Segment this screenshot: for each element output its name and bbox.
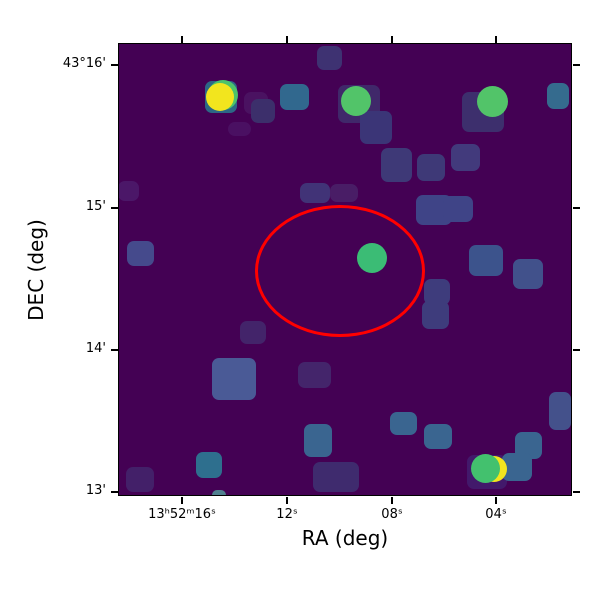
artifact-square: [422, 300, 449, 329]
artifact-square: [359, 111, 392, 144]
artifact-square: [312, 461, 359, 492]
source-circle-green: [340, 85, 371, 116]
artifact-square: [390, 412, 417, 435]
artifact-square: [416, 154, 445, 181]
artifact-square: [423, 278, 450, 305]
y-tick-label: 15': [85, 199, 106, 214]
artifact-square: [546, 82, 569, 109]
source-circle-yellow: [205, 82, 234, 111]
source-circle-green: [477, 86, 508, 117]
artifact-square: [329, 183, 358, 202]
axis-tick: [572, 207, 580, 209]
y-tick-label: 43°16': [62, 56, 106, 71]
y-tick-label: 14': [85, 341, 106, 356]
artifact-square: [250, 98, 275, 123]
axis-tick: [391, 35, 393, 43]
x-tick-label: 12ˢ: [276, 507, 298, 522]
artifact-square: [317, 45, 342, 70]
axis-tick: [572, 491, 580, 493]
artifact-square: [548, 391, 571, 430]
axis-tick: [110, 64, 118, 66]
artifact-square: [468, 245, 503, 276]
highlight-ellipse: [254, 204, 425, 337]
artifact-square: [239, 321, 266, 344]
artifact-square: [195, 451, 222, 478]
axis-tick: [110, 491, 118, 493]
source-circle-green: [471, 454, 500, 483]
artifact-square: [280, 83, 309, 110]
axis-tick: [391, 496, 393, 504]
axis-tick: [181, 496, 183, 504]
artifact-square: [298, 361, 331, 388]
y-axis-label: DEC (deg): [24, 218, 48, 321]
x-axis-label: RA (deg): [301, 526, 389, 550]
artifact-square: [423, 424, 452, 449]
axis-tick: [572, 64, 580, 66]
axis-tick: [495, 35, 497, 43]
artifact-square: [451, 144, 480, 171]
axis-tick: [572, 349, 580, 351]
artifact-square: [442, 195, 473, 222]
axis-tick: [110, 349, 118, 351]
artifact-square: [211, 357, 256, 400]
x-tick-label: 13ʰ52ᵐ16ˢ: [148, 507, 216, 522]
artifact-square: [381, 147, 412, 182]
artifact-square: [299, 182, 330, 203]
artifact-square: [512, 258, 543, 289]
artifact-square: [211, 489, 226, 495]
axis-tick: [495, 496, 497, 504]
artifact-square: [303, 424, 332, 457]
artifact-square: [118, 180, 139, 201]
artifact-square: [501, 452, 532, 481]
artifact-square: [125, 467, 154, 492]
x-tick-label: 04ˢ: [485, 507, 507, 522]
x-tick-label: 08ˢ: [381, 507, 403, 522]
axis-tick: [286, 35, 288, 43]
y-tick-label: 13': [85, 483, 106, 498]
artifact-square: [228, 121, 251, 136]
artifact-square: [127, 241, 154, 266]
sky-map-plot: [117, 42, 572, 496]
axis-tick: [286, 496, 288, 504]
axis-tick: [181, 35, 183, 43]
axis-tick: [110, 207, 118, 209]
